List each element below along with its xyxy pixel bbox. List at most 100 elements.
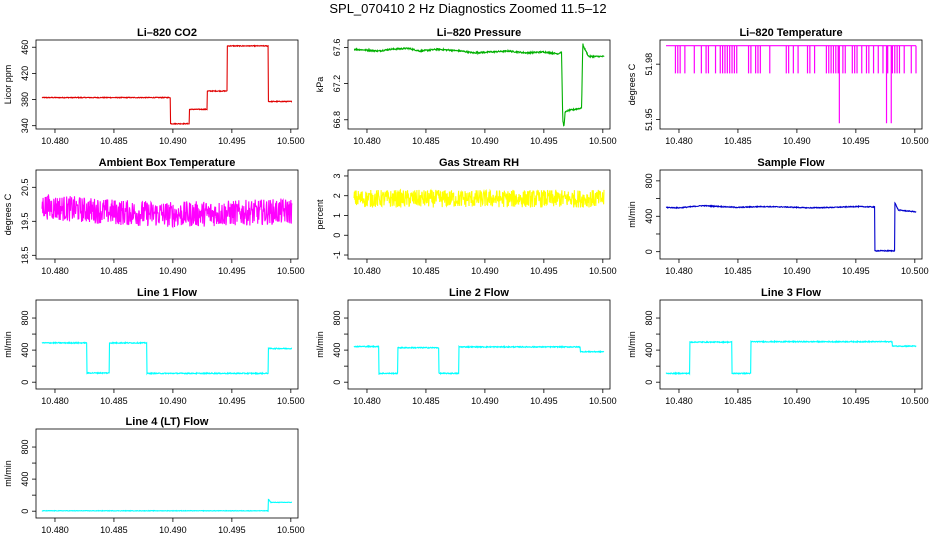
chart-title: Line 1 Flow [137,287,197,299]
x-tick-label: 10.490 [471,396,499,406]
y-tick-label: 800 [644,173,654,188]
x-tick-label: 10.485 [412,136,440,146]
chart-title: Sample Flow [757,157,825,169]
x-tick-label: 10.490 [783,396,811,406]
x-tick-label: 10.500 [589,136,617,146]
x-tick-label: 10.480 [353,266,381,276]
y-axis-label: degrees C [3,193,13,235]
plot-frame [35,39,299,130]
y-tick-label: 51.95 [644,108,654,131]
y-tick-label: 67.6 [332,39,342,57]
x-tick-label: 10.495 [842,136,870,146]
series-line [665,339,917,376]
y-tick-label: 51.98 [644,53,654,76]
y-tick-label: 3 [332,173,342,178]
x-tick-label: 10.485 [100,525,128,535]
y-tick-label: 340 [20,118,30,133]
x-tick-label: 10.490 [783,266,811,276]
x-tick-label: 10.480 [41,396,69,406]
plot-frame [659,39,923,130]
x-tick-label: 10.480 [41,136,69,146]
x-tick-label: 10.480 [353,396,381,406]
x-tick-label: 10.500 [277,266,305,276]
chart-panel: Li–820 Temperature degrees C 10.480 10.485 1… [627,27,929,146]
x-tick-label: 10.500 [277,525,305,535]
y-tick-label: 67.2 [332,75,342,93]
series-line [41,44,293,126]
y-tick-label: 400 [20,343,30,358]
x-tick-label: 10.500 [589,396,617,406]
y-axis-label: ml/min [315,331,325,358]
x-tick-label: 10.495 [218,525,246,535]
x-tick-label: 10.485 [724,136,752,146]
series-line [353,188,605,208]
plot-frame [35,428,299,519]
y-tick-label: 380 [20,92,30,107]
y-axis-label: Licor ppm [3,65,13,105]
y-tick-label: 0 [644,249,654,254]
y-tick-label: 66.8 [332,111,342,129]
chart-panel: Li–820 Pressure kPa 10.480 10.485 10.490 10.4… [315,27,617,146]
y-tick-label: 20.5 [20,179,30,197]
chart-panel: Li–820 CO2 Licor ppm 10.480 10.485 10.490 10.… [3,27,305,146]
x-tick-label: 10.490 [159,396,187,406]
y-tick-label: 19.5 [20,213,30,231]
x-tick-label: 10.495 [530,266,558,276]
x-tick-label: 10.480 [665,396,693,406]
x-tick-label: 10.495 [218,266,246,276]
y-axis-label: percent [315,199,325,230]
x-tick-label: 10.485 [724,266,752,276]
plot-frame [35,169,299,260]
plot-frame [659,299,923,390]
x-tick-label: 10.500 [277,136,305,146]
y-axis-label: ml/min [3,331,13,358]
x-tick-label: 10.480 [41,525,69,535]
x-tick-label: 10.480 [665,136,693,146]
x-tick-label: 10.485 [100,396,128,406]
y-tick-label: 2 [332,193,342,198]
y-tick-label: 0 [20,509,30,514]
chart-panel: Line 3 Flow ml/min 10.480 10.485 10.490 10.49… [627,287,929,406]
x-tick-label: 10.500 [901,266,929,276]
x-tick-label: 10.490 [159,266,187,276]
chart-panel: Line 1 Flow ml/min 10.480 10.485 10.490 10.49… [3,287,305,406]
series-line [41,194,293,229]
x-tick-label: 10.495 [530,136,558,146]
x-tick-label: 10.490 [159,525,187,535]
x-tick-label: 10.500 [901,396,929,406]
chart-title: Gas Stream RH [439,157,519,169]
y-tick-label: 0 [20,380,30,385]
chart-title: Line 2 Flow [449,287,509,299]
y-tick-label: -1 [332,251,342,259]
y-tick-label: 460 [20,40,30,55]
series-line [353,43,605,127]
series-spikes [674,45,917,124]
x-tick-label: 10.495 [218,136,246,146]
x-tick-label: 10.495 [530,396,558,406]
y-tick-label: 0 [332,380,342,385]
y-axis-label: ml/min [627,201,637,228]
y-tick-label: 800 [20,440,30,455]
y-tick-label: 400 [20,472,30,487]
x-tick-label: 10.490 [471,266,499,276]
x-tick-label: 10.485 [412,396,440,406]
chart-title: Li–820 CO2 [137,27,197,39]
x-tick-label: 10.485 [100,136,128,146]
x-tick-label: 10.480 [41,266,69,276]
chart-title: Ambient Box Temperature [99,157,236,169]
series-line [353,344,605,376]
plot-frame [659,169,923,260]
x-tick-label: 10.485 [724,396,752,406]
y-tick-label: 0 [332,233,342,238]
x-tick-label: 10.485 [100,266,128,276]
x-tick-label: 10.500 [901,136,929,146]
y-tick-label: 800 [20,311,30,326]
y-tick-label: 1 [332,213,342,218]
x-tick-label: 10.490 [159,136,187,146]
chart-title: Line 4 (LT) Flow [126,416,209,428]
x-tick-label: 10.495 [842,266,870,276]
y-axis-label: kPa [315,77,325,93]
